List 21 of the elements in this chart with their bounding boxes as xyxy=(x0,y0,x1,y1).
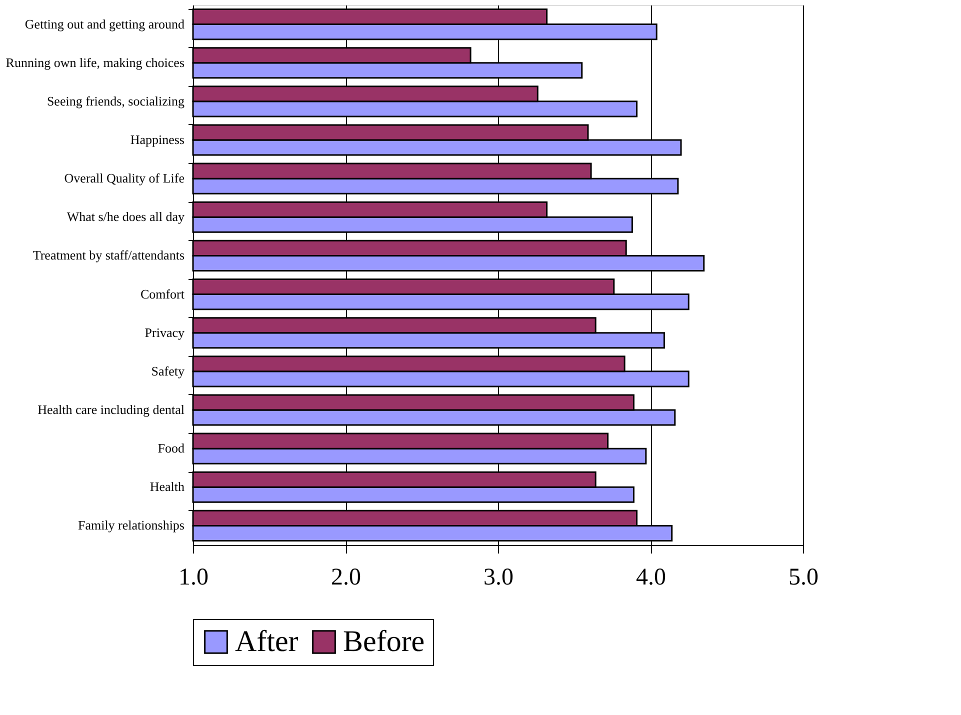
y-tick-label: Privacy xyxy=(144,324,185,340)
y-tick-label: Running own life, making choices xyxy=(6,54,184,70)
x-tick-label: 1.0 xyxy=(178,564,208,590)
y-tick-label: Overall Quality of Life xyxy=(64,170,185,186)
y-tick-label: Safety xyxy=(151,363,185,378)
x-tick-label: 5.0 xyxy=(788,564,818,590)
y-tick-label: What s/he does all day xyxy=(66,209,185,224)
y-tick-label: Health xyxy=(150,479,185,494)
x-tick-label: 2.0 xyxy=(331,564,361,590)
y-tick-label: Comfort xyxy=(140,286,185,302)
y-tick-label: Family relationships xyxy=(78,518,184,533)
legend-label: After xyxy=(235,625,298,658)
y-tick-label: Seeing friends, socializing xyxy=(46,93,185,108)
legend-label: Before xyxy=(343,625,425,658)
x-tick-label: 4.0 xyxy=(636,564,666,590)
y-tick-label: Food xyxy=(158,440,185,456)
y-tick-label: Happiness xyxy=(130,132,184,147)
y-tick-label: Getting out and getting around xyxy=(24,16,185,32)
x-tick-label: 3.0 xyxy=(484,564,514,590)
y-tick-label: Treatment by staff/attendants xyxy=(32,248,184,263)
y-tick-label: Health care including dental xyxy=(38,402,185,417)
